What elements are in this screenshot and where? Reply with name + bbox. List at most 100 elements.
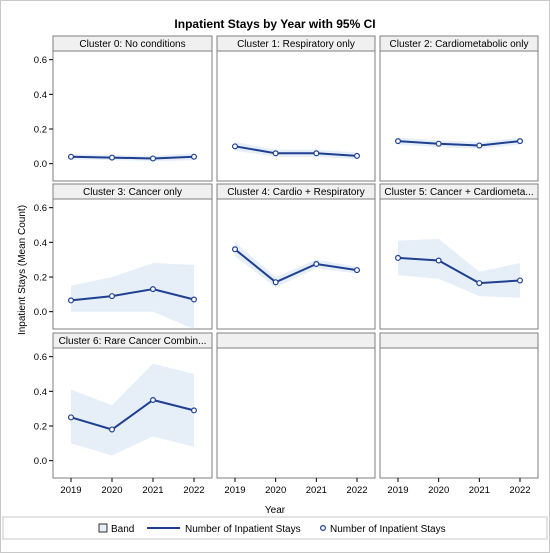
x-tick-label: 2020 [265,485,286,496]
y-tick-label: 0.4 [34,90,47,101]
data-point [395,138,402,145]
legend-band-swatch [98,523,108,533]
data-point [108,426,115,433]
x-tick-label: 2019 [60,485,81,496]
x-tick-label: 2020 [101,485,122,496]
data-point [150,286,157,293]
panel-title: Cluster 0: No conditions [79,39,185,50]
legend-frame [2,516,548,540]
panel-title: Cluster 6: Rare Cancer Combin... [59,336,207,347]
data-point [516,138,523,145]
x-tick-label: 2020 [428,485,449,496]
series-line [70,155,195,160]
data-point [354,267,361,274]
data-point [67,414,74,421]
panel-title: Cluster 3: Cancer only [83,187,182,198]
panel-frame [379,347,539,479]
data-point [313,150,320,157]
legend: Band Number of Inpatient Stays Number of I… [2,516,548,540]
panel-header [379,332,539,349]
data-point [108,154,115,161]
panel-title: Cluster 2: Cardiometabolic only [390,39,529,50]
data-point [354,152,361,159]
y-tick-label: 0.0 [34,307,47,318]
ci-band [71,363,194,456]
legend-label: Number of Inpatient Stays [185,524,301,535]
data-point [272,150,279,157]
y-tick-label: 0.4 [34,238,47,249]
panel-title: Cluster 1: Respiratory only [237,39,355,50]
series-line [397,256,521,285]
x-tick-label: 2022 [183,485,204,496]
data-point [435,257,442,264]
panel-7 [216,332,376,479]
y-tick-label: 0.2 [34,125,47,136]
data-point [67,297,74,304]
panel-2: Cluster 2: Cardiometabolic only [379,35,539,182]
data-point [191,407,198,414]
x-tick-label: 2021 [142,485,163,496]
panel-frame [52,198,213,330]
x-tick-label: 2022 [509,485,530,496]
x-axis: 2019 2020 2021 2022 2019 2020 2021 2022 2019 2020… [60,478,531,496]
ci-band [71,263,194,329]
panel-1: Cluster 1: Respiratory only [216,35,376,182]
panel-6: Cluster 6: Rare Cancer Combin... 0.0 0.2 0.… [34,332,213,479]
data-point [232,246,239,253]
panel-header [216,332,376,349]
panel-3: Cluster 3: Cancer only 0.0 0.2 0.4 0.6 [34,183,213,330]
y-tick-label: 0.6 [34,55,47,66]
panel-frame [216,347,376,479]
panel-title: Cluster 4: Cardio + Respiratory [227,187,365,198]
x-axis-label: Year [265,505,286,516]
x-tick-label: 2019 [224,485,245,496]
chart-title: Inpatient Stays by Year with 95% CI [174,17,375,31]
data-point [476,142,483,149]
panel-4: Cluster 4: Cardio + Respiratory [216,183,376,330]
y-tick-label: 0.6 [34,352,47,363]
panel-frame [52,50,213,182]
y-tick-label: 0.2 [34,422,47,433]
y-tick-label: 0.0 [34,159,47,170]
data-point [191,153,198,160]
data-point [516,277,523,284]
panel-frame [216,50,376,182]
series-line [234,145,358,157]
data-point [435,140,442,147]
data-point [395,254,402,261]
x-tick-label: 2022 [346,485,367,496]
panel-5: Cluster 5: Cancer + Cardiometa... [379,183,539,330]
panel-frame [379,50,539,182]
panel-0: Cluster 0: No conditions 0.0 0.2 0.4 0.6 [34,35,213,182]
y-tick-label: 0.0 [34,456,47,467]
data-point [108,293,115,300]
y-tick-label: 0.2 [34,273,47,284]
panel-grid: Cluster 0: No conditions0.00.20.40.6Clus… [34,35,539,479]
series-line [397,140,521,147]
data-point [150,155,157,162]
series-line [70,288,195,302]
data-point [67,153,74,160]
y-tick-label: 0.6 [34,203,47,214]
panel-frame [52,347,213,479]
x-tick-label: 2021 [306,485,327,496]
data-point [313,261,320,268]
panel-frame [379,198,539,330]
legend-label: Band [111,524,134,535]
panel-title: Cluster 5: Cancer + Cardiometa... [384,187,533,198]
data-point [232,143,239,150]
y-tick-label: 0.4 [34,387,47,398]
x-tick-label: 2021 [469,485,490,496]
x-tick-label: 2019 [387,485,408,496]
series-line [234,248,358,284]
legend-label: Number of Inpatient Stays [330,524,446,535]
data-point [476,280,483,287]
data-point [150,397,157,404]
panel-frame [216,198,376,330]
ci-band [235,142,357,160]
y-axis-label: Inpatient Stays (Mean Count) [17,205,28,335]
data-point [272,279,279,286]
ci-band [235,242,357,288]
